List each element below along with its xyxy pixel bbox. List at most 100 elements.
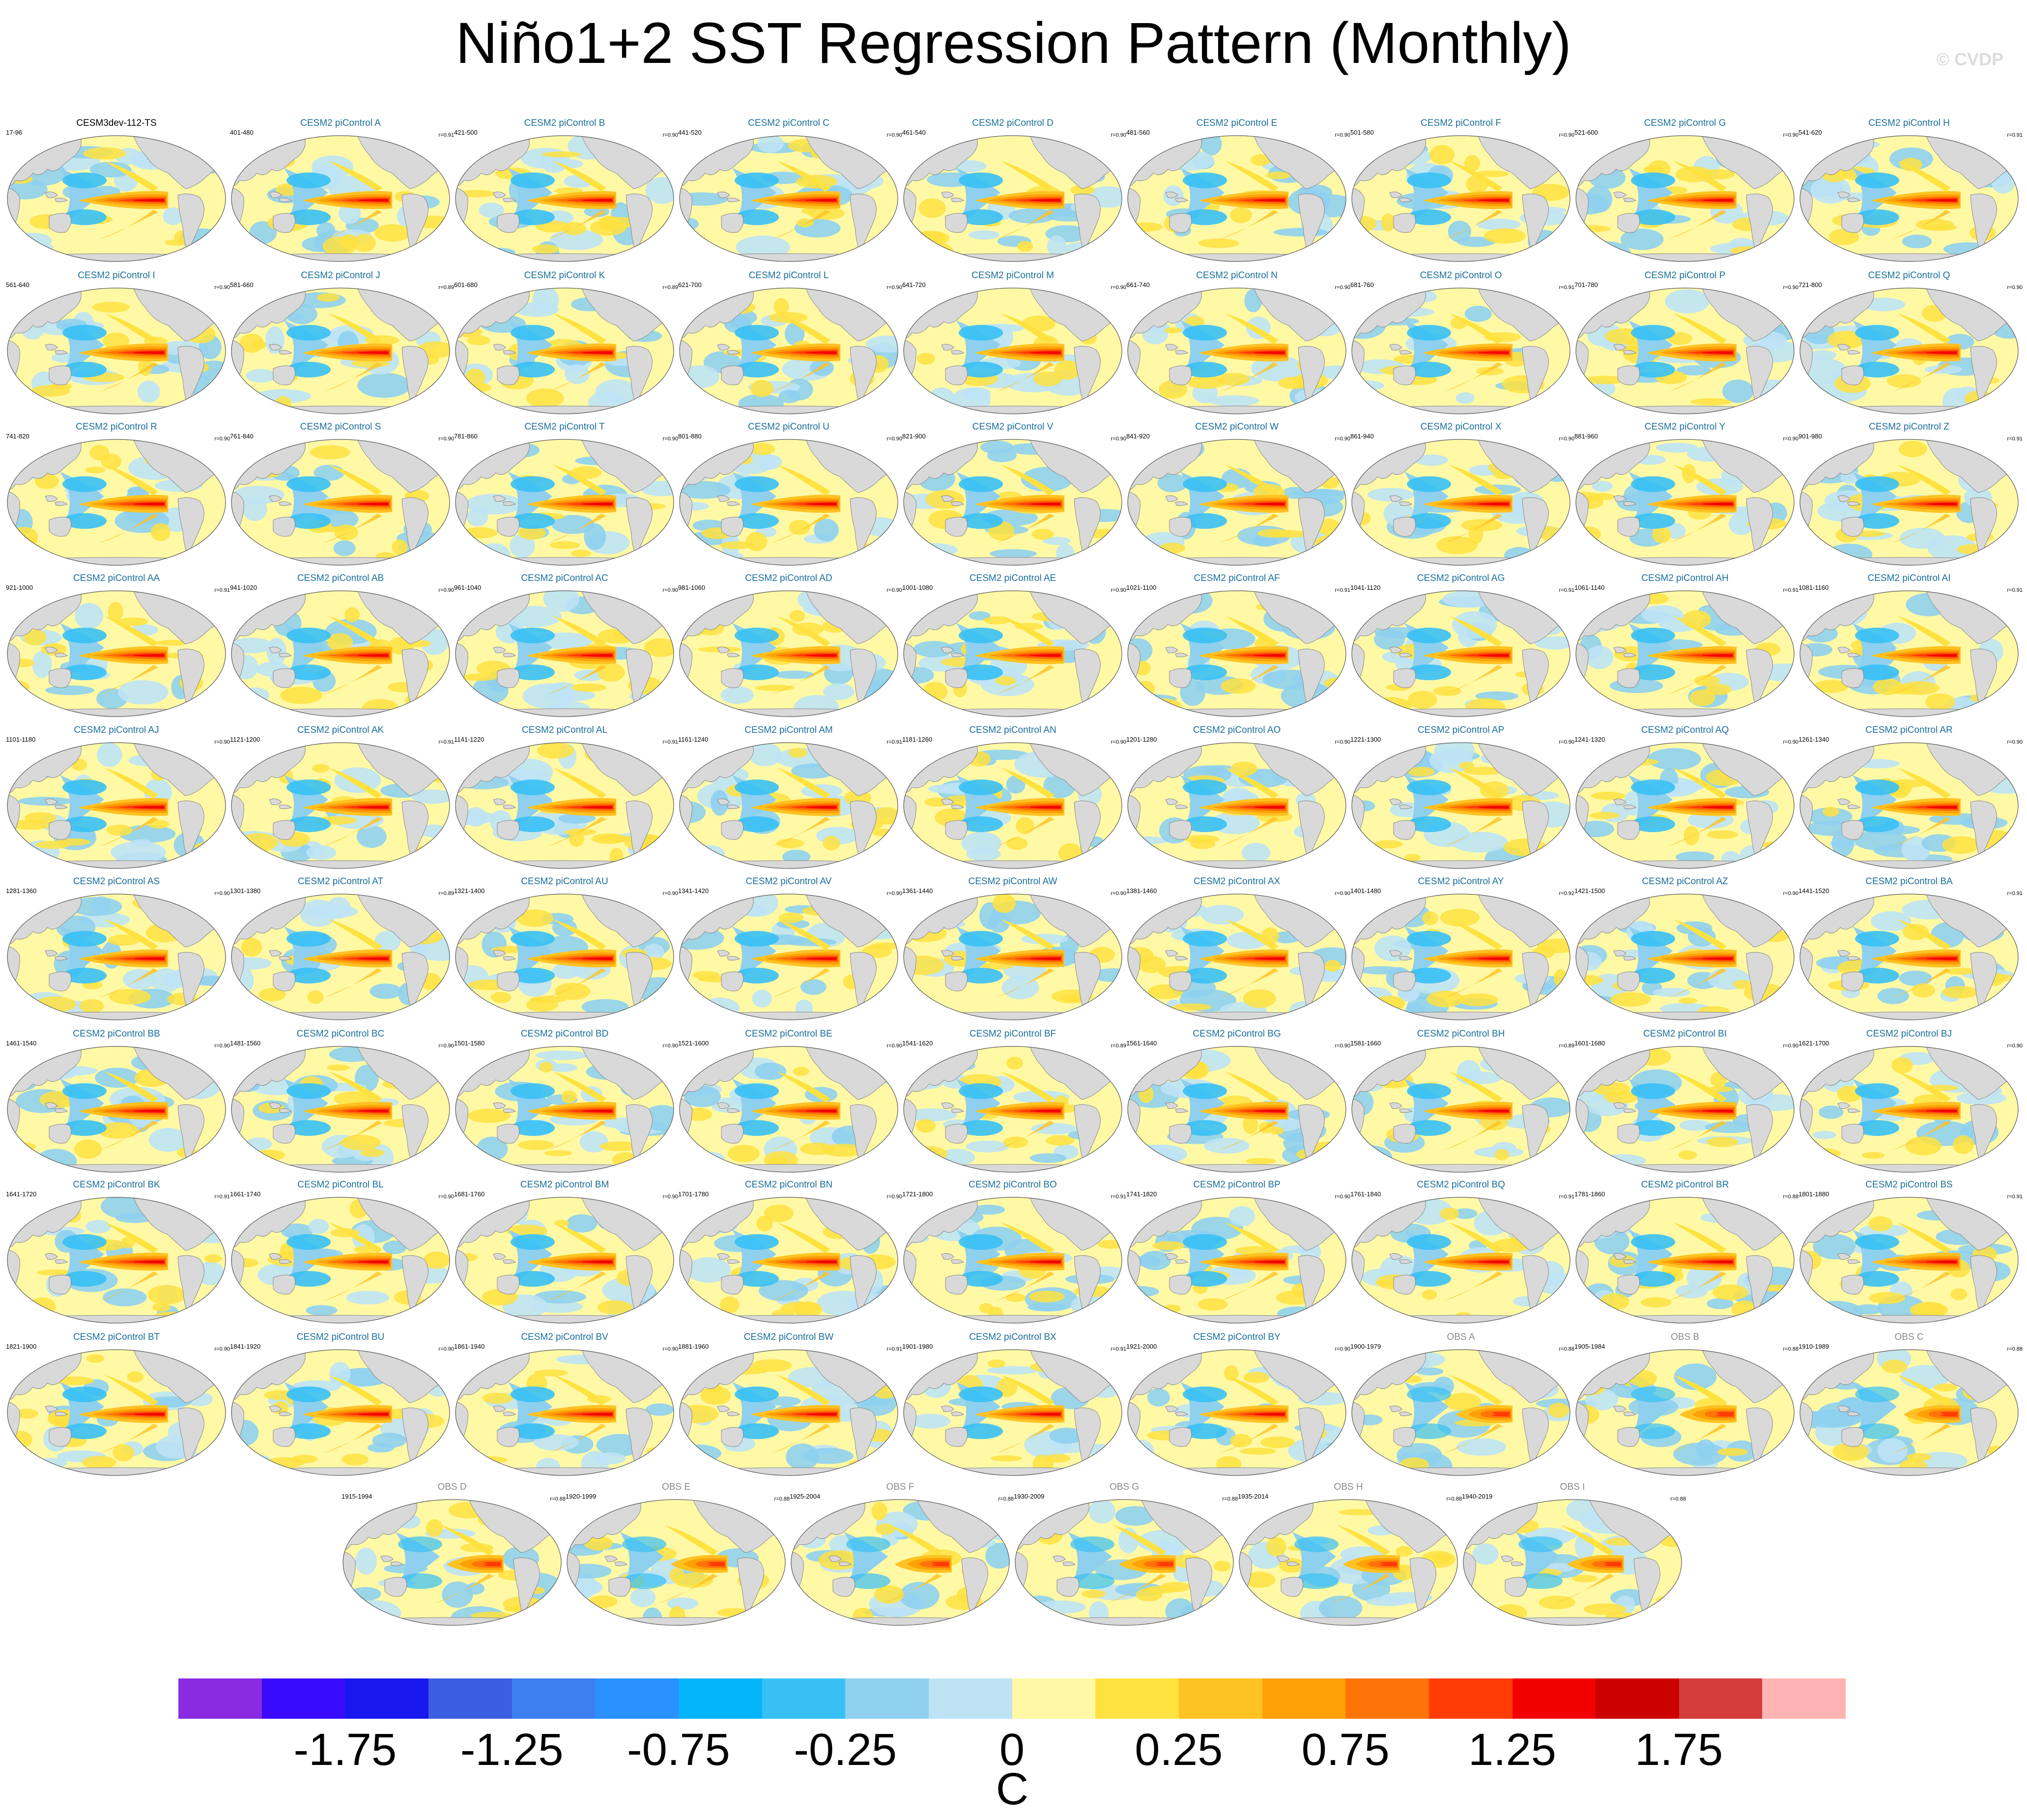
panel-title: CESM2 piControl V (972, 422, 1054, 432)
panel-pattern-correlation: r=0.90 (662, 587, 679, 593)
panel-year-range: 1021-1100 (1126, 584, 1157, 591)
panel-year-range: 1521-1600 (678, 1040, 709, 1047)
panel-year-range: 981-1060 (678, 584, 705, 591)
regression-map (7, 1349, 226, 1476)
panel-title: CESM2 piControl AB (297, 573, 384, 583)
panel-title: OBS H (1334, 1482, 1363, 1492)
regression-map (679, 590, 898, 717)
colorbar-swatch (261, 1678, 345, 1719)
map-panel: CESM2 piControl F 501-580 r=0.90 (1350, 118, 1574, 265)
panel-pattern-correlation: r=0.91 (1111, 1346, 1127, 1352)
panel-year-range: 1901-1980 (902, 1343, 933, 1350)
panel-pattern-correlation: r=0.91 (1783, 587, 1799, 593)
panel-title: CESM2 piControl G (1644, 118, 1726, 128)
panel-pattern-correlation: r=0.88 (1559, 1346, 1575, 1352)
panel-pattern-correlation: r=0.90 (1335, 132, 1351, 138)
map-panel: CESM2 piControl AW 1361-1440 r=0.90 (902, 876, 1126, 1024)
panel-year-range: 1421-1500 (1574, 887, 1605, 895)
regression-map (455, 1197, 674, 1324)
panel-pattern-correlation: r=0.90 (662, 1346, 679, 1352)
colorbar-swatch (512, 1678, 596, 1719)
panel-pattern-correlation: r=0.90 (1111, 891, 1127, 896)
panel-title: CESM2 piControl BF (969, 1029, 1056, 1039)
map-panel: CESM2 piControl O 681-760 r=0.91 (1350, 270, 1574, 418)
map-panel: OBS G 1930-2009 r=0.88 (1014, 1482, 1238, 1629)
map-panel: CESM2 piControl BP 1741-1820 r=0.90 (1126, 1180, 1350, 1327)
regression-map (1575, 1197, 1795, 1324)
panel-pattern-correlation: r=0.91 (2007, 132, 2023, 138)
panel-title: CESM3dev-112-TS (76, 118, 157, 128)
regression-map (1575, 742, 1795, 869)
colorbar-swatch (1596, 1678, 1679, 1719)
colorbar-swatch (1262, 1678, 1346, 1719)
panel-title: CESM2 piControl BJ (1866, 1029, 1952, 1039)
regression-map (231, 288, 450, 414)
map-panel: CESM2 piControl Q 721-800 r=0.90 (1799, 270, 2023, 418)
map-panel: CESM2 piControl AF 1021-1100 r=0.91 (1126, 573, 1350, 721)
panel-pattern-correlation: r=0.90 (1335, 1346, 1351, 1352)
panel-pattern-correlation: r=0.90 (1111, 739, 1127, 745)
panel-year-range: 1841-1920 (230, 1343, 261, 1350)
map-panel: CESM2 piControl BE 1521-1600 r=0.90 (678, 1029, 902, 1176)
panel-year-range: 521-600 (1574, 129, 1598, 136)
panel-title: CESM2 piControl BV (521, 1332, 608, 1342)
regression-map (1351, 439, 1570, 566)
panel-year-range: 1881-1960 (678, 1343, 709, 1350)
regression-map (1575, 590, 1795, 717)
map-panel: CESM2 piControl AO 1201-1280 r=0.90 (1126, 725, 1350, 872)
panel-pattern-correlation: r=0.90 (438, 587, 455, 593)
panel-pattern-correlation: r=0.90 (1335, 436, 1351, 442)
map-panel: CESM2 piControl P 701-780 r=0.90 (1574, 270, 1799, 418)
panel-title: CESM2 piControl S (300, 422, 381, 432)
map-panel: CESM2 piControl AG 1041-1120 r=0.91 (1350, 573, 1574, 721)
panel-year-range: 1341-1420 (678, 887, 709, 895)
map-panel: CESM2 piControl AI 1081-1160 r=0.91 (1799, 573, 2023, 721)
panel-pattern-correlation: r=0.90 (886, 436, 903, 442)
map-panel: CESM2 piControl AL 1141-1220 r=0.91 (454, 725, 678, 872)
map-panel: CESM2 piControl BN 1701-1780 r=0.90 (678, 1180, 902, 1327)
map-panel: CESM2 piControl Z 901-980 r=0.91 (1799, 422, 2023, 569)
map-panel: CESM2 piControl BM 1681-1760 r=0.90 (454, 1180, 678, 1327)
map-panel: OBS D 1915-1994 r=0.88 (342, 1482, 566, 1629)
colorbar-tick-label: -0.25 (794, 1725, 897, 1775)
panel-pattern-correlation: r=0.91 (886, 1346, 903, 1352)
map-panel: OBS F 1925-2004 r=0.88 (790, 1482, 1014, 1629)
regression-map (679, 135, 898, 262)
map-panel: CESM2 piControl K 601-680 r=0.89 (454, 270, 678, 418)
regression-map (1127, 288, 1346, 414)
panel-title: CESM2 piControl Q (1868, 270, 1950, 281)
panel-pattern-correlation: r=0.90 (1783, 132, 1799, 138)
panel-pattern-correlation: r=0.90 (1111, 132, 1127, 138)
regression-map (231, 135, 450, 262)
panel-year-range: 1721-1800 (902, 1190, 933, 1198)
regression-map (1575, 288, 1795, 414)
panel-year-range: 1681-1760 (454, 1190, 485, 1198)
panel-title: OBS C (1894, 1332, 1924, 1342)
map-panel: CESM2 piControl BI 1601-1680 r=0.90 (1574, 1029, 1799, 1176)
map-panel: CESM2 piControl BL 1661-1740 r=0.90 (230, 1180, 454, 1327)
panel-pattern-correlation: r=0.90 (214, 436, 230, 442)
regression-map (679, 288, 898, 414)
regression-map (679, 1197, 898, 1324)
colorbar-swatch (1679, 1678, 1763, 1719)
panel-year-range: 1161-1240 (678, 736, 709, 743)
panel-title: CESM2 piControl BQ (1417, 1180, 1505, 1190)
panel-title: CESM2 piControl AA (73, 573, 160, 583)
map-panel: CESM2 piControl BW 1881-1960 r=0.91 (678, 1332, 902, 1479)
panel-year-range: 861-940 (1350, 433, 1374, 440)
panel-pattern-correlation: r=0.92 (1559, 891, 1575, 896)
colorbar-swatch (178, 1678, 262, 1719)
panel-pattern-correlation: r=0.88 (550, 1496, 566, 1502)
map-panel: CESM2 piControl M 641-720 r=0.90 (902, 270, 1126, 418)
map-panel: CESM2 piControl AD 981-1060 r=0.90 (678, 573, 902, 721)
map-panel: CESM2 piControl BS 1801-1880 r=0.91 (1799, 1180, 2023, 1327)
regression-map (1127, 894, 1346, 1020)
colorbar-swatch (345, 1678, 428, 1719)
regression-map (679, 894, 898, 1020)
colorbar-tick-label: -1.25 (460, 1725, 564, 1775)
regression-map (1015, 1499, 1234, 1626)
map-panel: CESM2 piControl BY 1921-2000 r=0.90 (1126, 1332, 1350, 1479)
map-panel: CESM2 piControl H 541-620 r=0.91 (1799, 118, 2023, 265)
panel-year-range: 1241-1320 (1574, 736, 1605, 743)
panel-pattern-correlation: r=0.88 (1222, 1496, 1238, 1502)
